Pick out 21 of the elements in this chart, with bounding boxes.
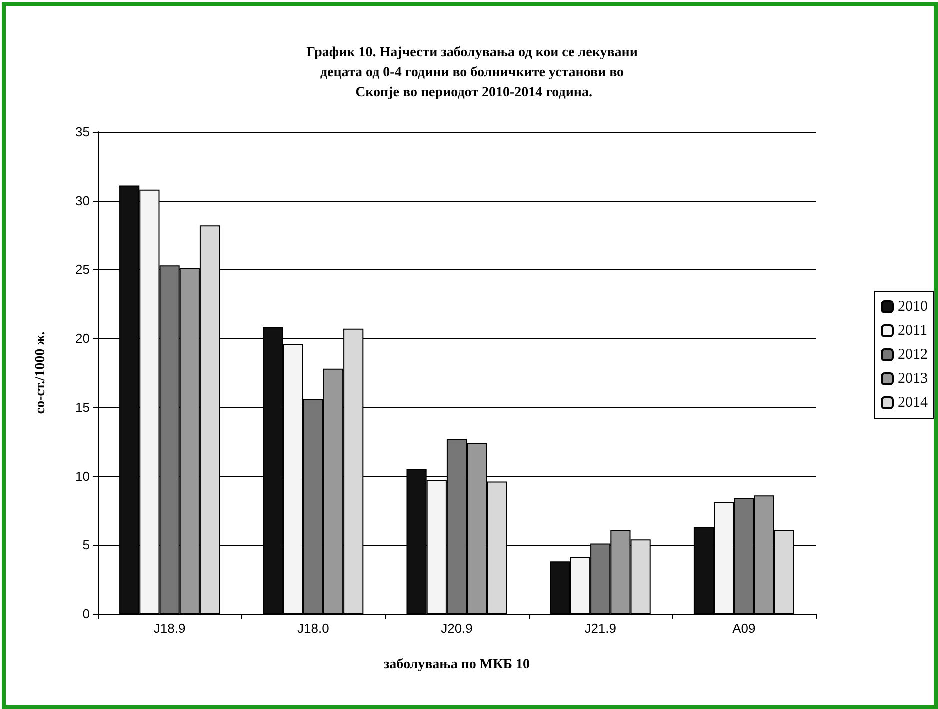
x-tick-label: J18.0 xyxy=(297,621,330,636)
x-tick-label: J20.9 xyxy=(441,621,473,636)
y-tick-label: 30 xyxy=(76,193,90,208)
legend-label: 2011 xyxy=(898,323,928,339)
y-tick-label: 10 xyxy=(76,468,90,484)
y-tick-label: 35 xyxy=(76,124,90,140)
legend-label: 2014 xyxy=(898,395,928,411)
x-axis-title: заболувања по МКБ 10 xyxy=(384,658,530,672)
legend-label: 2010 xyxy=(898,299,928,315)
y-tick-label: 15 xyxy=(76,400,90,415)
x-tick-label: J18.9 xyxy=(154,621,186,636)
y-axis-title: со-ст./1000 ж. xyxy=(34,332,48,414)
legend-label: 2012 xyxy=(898,347,928,363)
x-tick-label: J21.9 xyxy=(584,621,617,636)
y-tick-label: 5 xyxy=(82,538,90,553)
x-tick-label: A09 xyxy=(732,621,756,636)
legend-label: 2013 xyxy=(898,371,928,387)
y-tick-label: 20 xyxy=(76,331,90,346)
y-tick-label: 25 xyxy=(76,262,90,278)
y-tick-label: 0 xyxy=(82,606,90,622)
chart-title: График 10. Најчести заболувања од кои се лекувани децата од 0-4 години во болничките установи во Скопје во периодот 2010-2014 година. xyxy=(306,46,642,100)
